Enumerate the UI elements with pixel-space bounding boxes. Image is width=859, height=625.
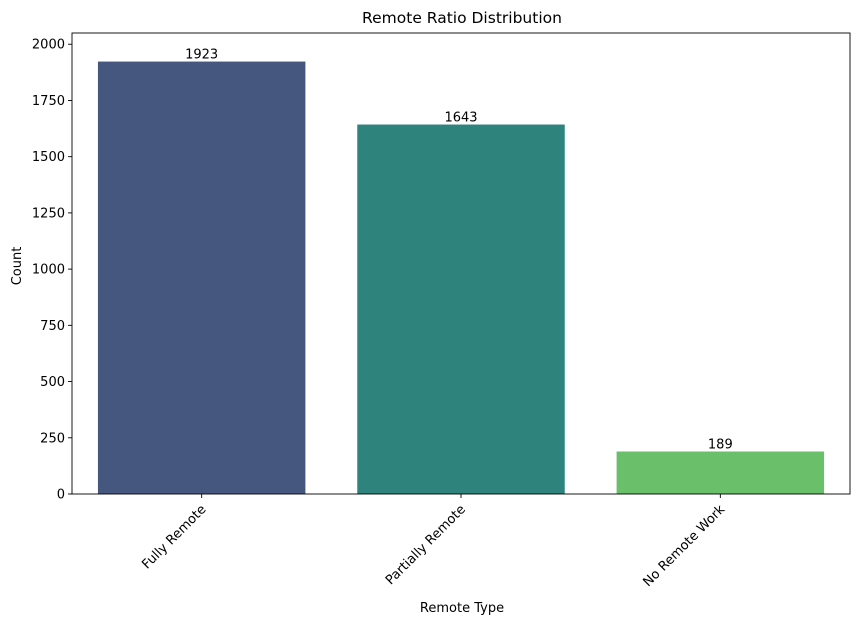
chart-title: Remote Ratio Distribution [362, 9, 562, 27]
y-tick-label-750: 750 [40, 319, 65, 334]
x-tick-label-fully-remote: Fully Remote [139, 502, 209, 572]
bars-group [97, 61, 825, 495]
y-tick-label-1250: 1250 [32, 206, 65, 221]
data-label-partially-remote: 1643 [444, 111, 477, 126]
y-tick-label-1000: 1000 [32, 263, 65, 278]
y-axis: 0 250 500 750 1000 1250 1500 1750 2000 [32, 38, 72, 503]
bar-partially-remote [357, 124, 565, 494]
bar-no-remote-work [616, 451, 825, 494]
plot-area: 1923 1643 189 [71, 32, 851, 495]
y-tick-label-1750: 1750 [32, 94, 65, 109]
data-label-no-remote-work: 189 [708, 438, 733, 453]
data-label-fully-remote: 1923 [185, 48, 218, 63]
x-tick-label-partially-remote: Partially Remote [383, 502, 469, 588]
data-labels-group: 1923 1643 189 [185, 48, 733, 453]
x-axis: Fully Remote Partially Remote No Remote Wo… [139, 494, 728, 590]
y-tick-label-1500: 1500 [32, 150, 65, 165]
bar-fully-remote [97, 61, 306, 495]
y-tick-label-500: 500 [40, 375, 65, 390]
x-tick-label-no-remote-work: No Remote Work [640, 502, 728, 590]
y-tick-label-250: 250 [40, 431, 65, 446]
y-tick-label-2000: 2000 [32, 38, 65, 53]
x-axis-label: Remote Type [420, 601, 504, 616]
y-tick-label-0: 0 [57, 488, 65, 503]
y-axis-label: Count [10, 247, 25, 286]
